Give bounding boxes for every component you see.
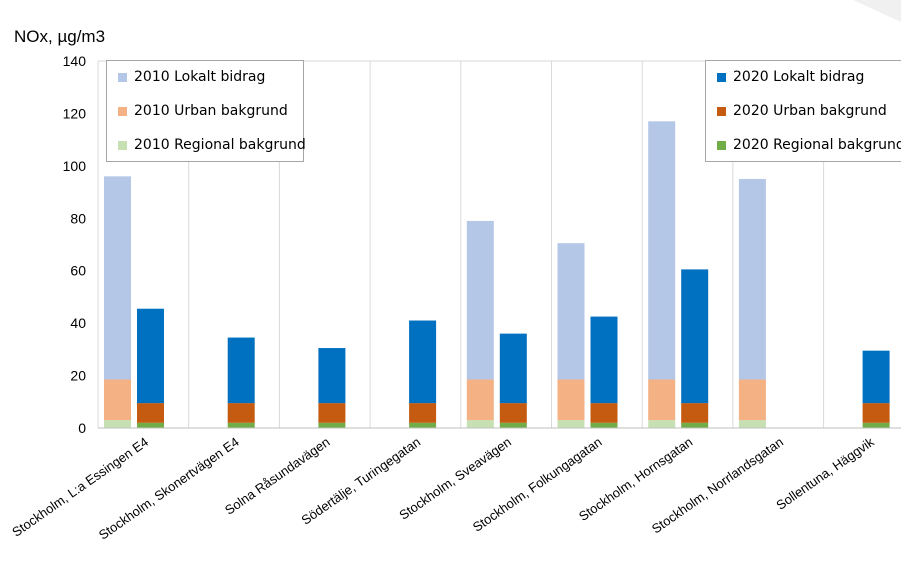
legend-label: 2010 Lokalt bidrag [134,69,266,85]
bar-segment [862,403,890,423]
bar-segment [499,422,527,428]
bar-segment [466,420,494,428]
bar-segment [137,422,164,428]
legend-2020: 2020 Lokalt bidrag 2020 Urban bakgrund 2… [705,60,901,162]
bar-segment [409,403,437,423]
legend-item: 2010 Urban bakgrund [118,101,288,121]
bar-segment [318,403,346,423]
bar-segment [409,422,437,428]
bar-segment [104,379,131,421]
bar-segment [466,220,494,380]
x-tick-label: Sollentuna, Häggvik [773,434,877,513]
legend-2010: 2010 Lokalt bidrag 2010 Urban bakgrund 2… [106,60,306,162]
bar-segment [104,420,131,428]
legend-item: 2020 Lokalt bidrag [717,67,864,87]
y-tick-label: 20 [70,368,86,384]
page-corner-fold [853,0,901,22]
bar-segment [648,420,676,428]
legend-item: 2010 Lokalt bidrag [118,67,265,87]
legend-label: 2010 Urban bakgrund [134,103,288,119]
legend-swatch [717,106,726,116]
bar-segment [590,316,618,404]
bar-segment [681,269,709,404]
bar-segment [648,379,676,421]
y-tick-label: 80 [70,210,86,226]
bar-segment [137,403,164,423]
bar-segment [557,420,585,428]
bar-segment [318,348,346,404]
legend-label: 2020 Regional bakgrund [733,137,901,153]
bar-segment [227,403,255,423]
bar-segment [681,422,709,428]
legend-item: 2020 Regional bakgrund [717,135,901,155]
y-tick-label: 60 [70,263,86,279]
y-tick-label: 140 [63,53,87,69]
legend-swatch [118,140,127,150]
legend-item: 2010 Regional bakgrund [118,135,306,155]
bar-segment [738,420,766,428]
legend-swatch [717,72,726,82]
bar-segment [738,178,766,380]
bar-segment [862,350,890,404]
legend-label: 2010 Regional bakgrund [134,137,306,153]
bar-segment [590,422,618,428]
y-tick-label: 40 [70,315,86,331]
bar-segment [590,403,618,423]
bar-segment [227,337,255,404]
bar-segment [318,422,346,428]
bar-segment [409,320,437,404]
legend-label: 2020 Lokalt bidrag [733,69,865,85]
bar-segment [499,403,527,423]
bar-segment [738,379,766,421]
legend-swatch [118,106,127,116]
y-axis-label: NOx, µg/m3 [14,27,106,46]
legend-item: 2020 Urban bakgrund [717,101,887,121]
legend-swatch [118,72,127,82]
legend-swatch [717,140,726,150]
bar-segment [557,379,585,421]
bar-segment [681,403,709,423]
y-tick-label: 0 [78,420,86,436]
bar-segment [466,379,494,421]
bar-segment [137,308,164,404]
bar-segment [648,121,676,380]
bar-segment [104,176,131,380]
bar-segment [862,422,890,428]
bar-segment [557,243,585,380]
legend-label: 2020 Urban bakgrund [733,103,887,119]
bar-segment [499,333,527,404]
y-tick-label: 100 [63,158,87,174]
y-tick-label: 120 [63,105,87,121]
bar-segment [227,422,255,428]
